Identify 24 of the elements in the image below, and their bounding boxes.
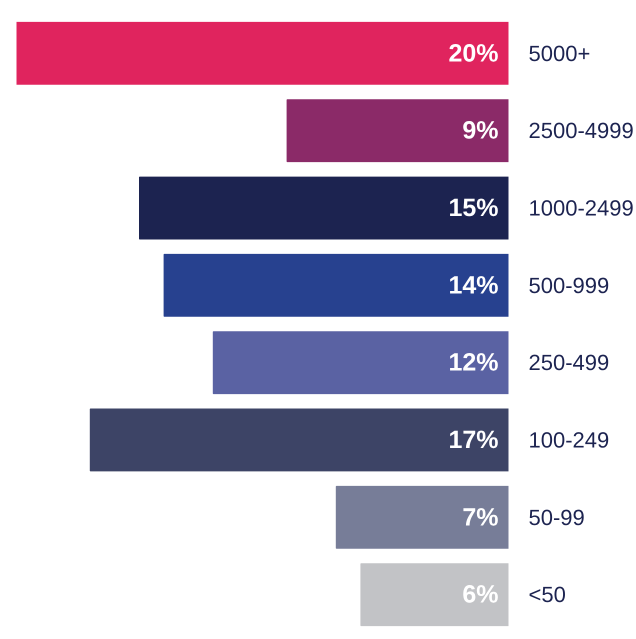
y-tick-label: 1000-2499 <box>528 196 634 221</box>
bar <box>360 563 508 626</box>
y-tick-label: 500-999 <box>528 272 610 298</box>
y-tick-label: 50-99 <box>528 504 585 530</box>
y-tick-label: 100-249 <box>528 427 610 452</box>
bar <box>212 331 508 394</box>
data-label: 12% <box>448 348 499 377</box>
data-label: 17% <box>448 426 499 454</box>
data-label: 15% <box>448 194 499 222</box>
y-tick-label: <50 <box>528 582 566 608</box>
y-tick-label: 2500-4999 <box>528 118 634 144</box>
data-label: 9% <box>462 116 499 145</box>
data-label: 20% <box>448 39 499 68</box>
bar <box>286 99 508 162</box>
bar <box>16 22 508 85</box>
bar <box>139 176 508 240</box>
y-tick-label: 250-499 <box>528 350 610 376</box>
bar <box>164 254 508 317</box>
y-tick-label: 5000+ <box>528 40 590 66</box>
bar <box>336 486 508 549</box>
bar <box>90 408 508 472</box>
data-label: 7% <box>462 503 499 532</box>
data-label: 6% <box>462 580 499 609</box>
data-label: 14% <box>448 271 499 300</box>
